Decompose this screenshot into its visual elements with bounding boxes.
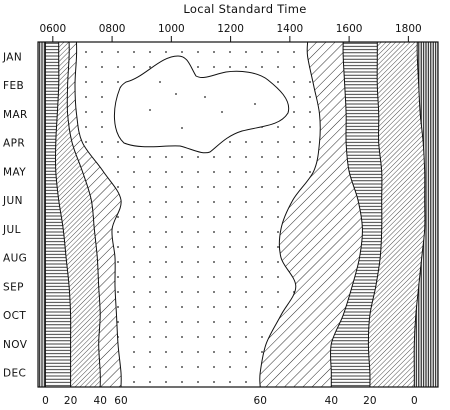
x-tick-label-2: 1000 <box>158 23 185 35</box>
bottom-label-morning-60: 60 <box>114 395 127 407</box>
x-axis-ticks: 0600 0800 1000 1200 1400 1600 1800 <box>39 23 422 42</box>
x-tick-label-1: 0800 <box>99 23 126 35</box>
bottom-label-afternoon-60: 60 <box>254 395 267 407</box>
x-tick-label-0: 0600 <box>39 23 66 35</box>
band-left-night <box>38 42 46 387</box>
contour-line-morning-40 <box>66 41 101 388</box>
contour-line-afternoon-0 <box>413 41 426 387</box>
month-label-sep: SEP <box>3 281 24 293</box>
month-label-mar: MAR <box>3 109 28 121</box>
month-label-oct: OCT <box>3 310 26 322</box>
bottom-label-morning-0: 0 <box>42 395 49 407</box>
y-axis-month-labels: JAN FEB MAR APR MAY JUN JUL AUG SEP OCT NOV DEC <box>2 51 28 380</box>
bottom-label-afternoon-20: 20 <box>363 395 376 407</box>
x-tick-label-4: 1400 <box>276 23 303 35</box>
bottom-label-morning-20: 20 <box>64 395 77 407</box>
band-morning-40-60 <box>67 42 122 387</box>
month-label-nov: NOV <box>3 339 28 351</box>
month-label-aug: AUG <box>3 253 27 265</box>
month-label-feb: FEB <box>3 80 24 92</box>
month-label-jan: JAN <box>2 51 22 63</box>
x-tick-label-3: 1200 <box>217 23 244 35</box>
x-tick-label-6: 1800 <box>395 23 422 35</box>
chart-title: Local Standard Time <box>183 2 306 16</box>
contour-bands <box>38 42 438 387</box>
midday-contour-dots <box>149 81 256 129</box>
month-label-may: MAY <box>3 166 26 178</box>
plot-frame <box>37 41 439 388</box>
band-right-night <box>414 42 438 387</box>
band-morning-20-40 <box>55 42 101 387</box>
month-label-dec: DEC <box>3 368 26 380</box>
contour-line-afternoon-60 <box>259 41 321 388</box>
bottom-label-afternoon-0: 0 <box>411 395 418 407</box>
midday-closed-contour <box>114 55 290 154</box>
contour-line-afternoon-40 <box>329 41 363 387</box>
bottom-label-afternoon-40: 40 <box>325 395 338 407</box>
band-afternoon-60-40 <box>259 42 363 387</box>
contour-line-afternoon-20 <box>367 42 383 388</box>
bottom-contour-labels: 0 20 40 60 60 40 20 0 <box>42 395 418 407</box>
band-morning-0-20 <box>45 42 71 387</box>
month-label-jun: JUN <box>2 195 23 207</box>
band-afternoon-20-0 <box>368 42 425 387</box>
contour-line-morning-20 <box>55 41 72 387</box>
month-label-apr: APR <box>3 138 25 150</box>
x-tick-label-5: 1600 <box>336 23 363 35</box>
contour-lines <box>44 41 426 388</box>
month-label-jul: JUL <box>2 224 21 236</box>
contour-line-morning-60 <box>74 41 122 388</box>
bottom-label-morning-40: 40 <box>94 395 107 407</box>
band-afternoon-40-20 <box>330 42 382 387</box>
